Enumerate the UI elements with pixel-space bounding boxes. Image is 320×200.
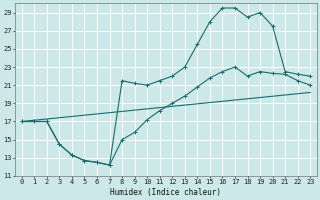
X-axis label: Humidex (Indice chaleur): Humidex (Indice chaleur) (110, 188, 221, 197)
